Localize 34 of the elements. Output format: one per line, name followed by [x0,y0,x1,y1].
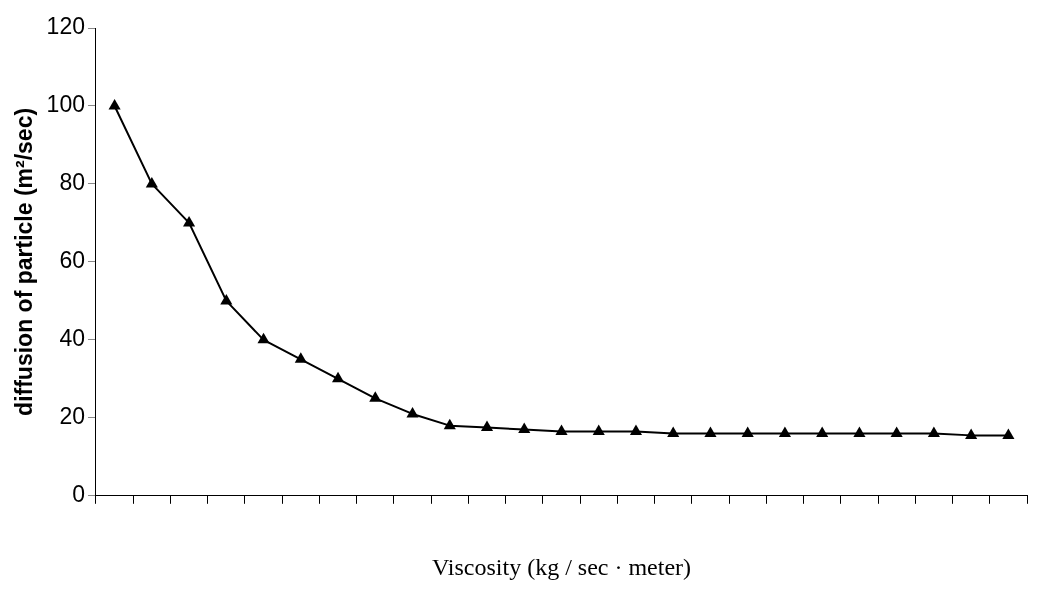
y-tick-label: 60 [59,247,85,274]
point [1002,428,1015,439]
y-tick-label: 120 [46,13,85,40]
y-tick-label: 100 [46,91,85,118]
point [778,426,791,437]
point [294,352,307,363]
point [629,424,643,435]
point [704,426,717,437]
y-tick-label: 20 [59,403,85,430]
y-tick-label: 80 [59,169,85,196]
point [816,426,829,437]
point [927,426,940,437]
point [331,371,345,383]
point [518,422,531,434]
point [853,426,866,437]
point [369,391,382,402]
point [145,176,158,188]
point [741,426,754,437]
point [183,215,196,227]
y-axis-title: diffusion of particle (m²/sec) [11,107,38,416]
point [108,98,121,110]
point [890,426,903,437]
point [257,332,270,344]
point [592,424,605,435]
point [443,418,456,430]
x-axis-title: Viscosity (kg / sec · meter) [431,553,692,580]
point [555,424,568,435]
y-tick-label: 40 [59,325,85,352]
point [220,293,233,305]
point [406,406,419,418]
point [667,426,680,437]
point [965,428,978,439]
point [480,420,494,432]
y-tick-label: 0 [72,481,85,508]
